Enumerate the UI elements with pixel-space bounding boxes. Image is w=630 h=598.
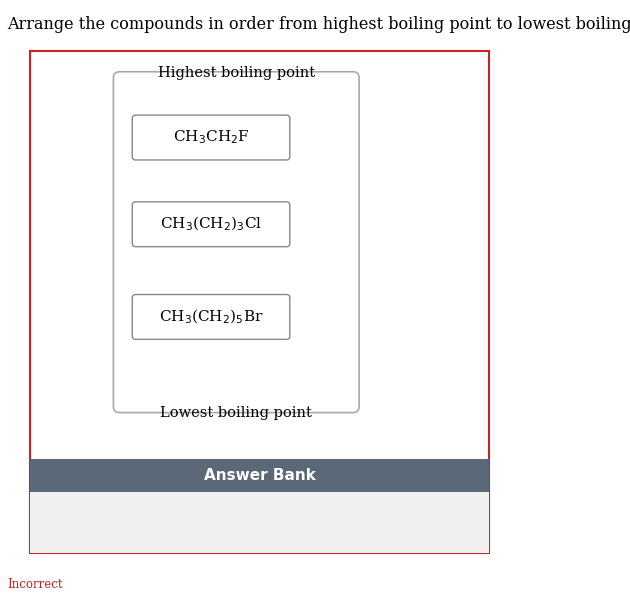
Text: Highest boiling point: Highest boiling point	[158, 66, 315, 80]
Text: Incorrect: Incorrect	[8, 578, 63, 591]
FancyBboxPatch shape	[132, 295, 290, 340]
Bar	[30, 51, 489, 553]
Bar	[30, 459, 489, 492]
Text: Lowest boiling point: Lowest boiling point	[160, 405, 312, 420]
Text: Answer Bank: Answer Bank	[203, 468, 316, 483]
Text: CH$_3$(CH$_2$)$_3$Cl: CH$_3$(CH$_2$)$_3$Cl	[160, 215, 262, 233]
Text: CH$_3$CH$_2$F: CH$_3$CH$_2$F	[173, 129, 249, 147]
Text: CH$_3$(CH$_2$)$_5$Br: CH$_3$(CH$_2$)$_5$Br	[159, 308, 263, 326]
FancyBboxPatch shape	[113, 72, 359, 413]
Text: Arrange the compounds in order from highest boiling point to lowest boiling poin: Arrange the compounds in order from high…	[8, 16, 630, 33]
FancyBboxPatch shape	[132, 115, 290, 160]
FancyBboxPatch shape	[132, 202, 290, 246]
Bar	[30, 492, 489, 553]
